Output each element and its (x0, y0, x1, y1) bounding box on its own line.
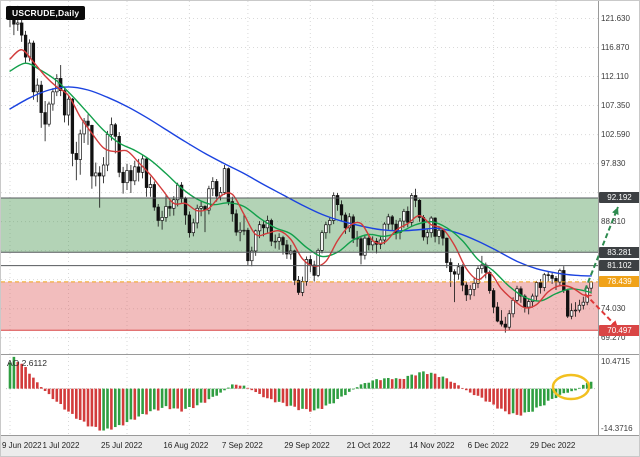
ma-mid-line (9, 62, 592, 302)
level-lines-layer (1, 197, 598, 331)
ma-slow-line (9, 86, 592, 277)
ao-indicator-label: AO 2.6112 (7, 358, 48, 368)
date-axis[interactable] (1, 435, 639, 456)
ao-histogram (6, 356, 598, 431)
ma-fast-line (9, 49, 592, 309)
zones-layer (1, 197, 598, 331)
ao-highlight-ellipse (551, 373, 591, 401)
symbol-badge: USCRUDE,Daily (6, 6, 86, 20)
